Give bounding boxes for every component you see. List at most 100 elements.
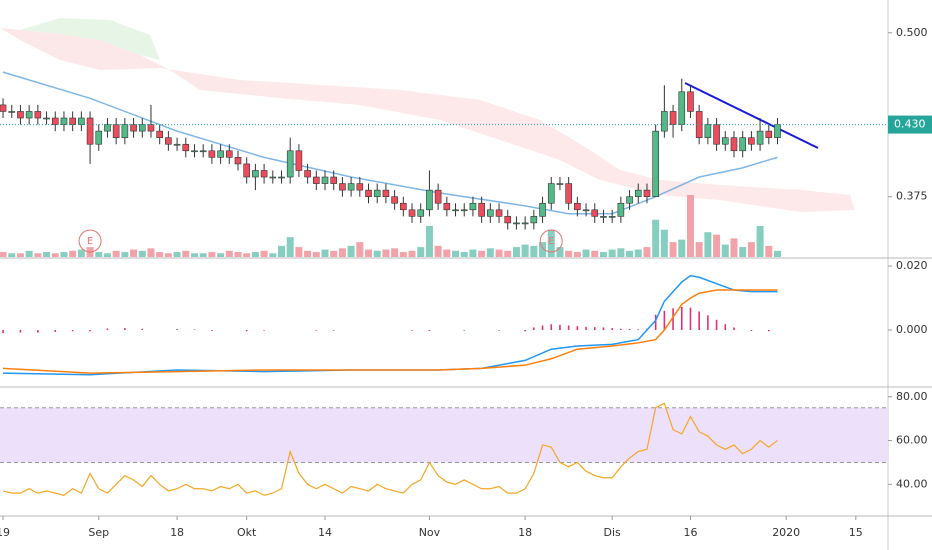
volume-bar	[182, 250, 190, 257]
rsi-band	[0, 407, 888, 463]
x-tick-label: Okt	[237, 526, 257, 539]
histogram-bar	[245, 330, 248, 332]
candle-body	[426, 189, 433, 211]
volume-bar	[556, 247, 564, 257]
y-tick-label: 0.000	[896, 323, 928, 336]
volume-bar	[547, 229, 555, 257]
last-price-box	[888, 115, 932, 134]
candle-body	[574, 202, 581, 211]
y-tick-label: 0.020	[896, 259, 928, 272]
candle-body	[687, 91, 694, 112]
volume-bar	[356, 242, 364, 257]
volume-bar	[330, 250, 338, 257]
volume-bar	[347, 245, 355, 257]
histogram-bar	[593, 327, 596, 331]
histogram-bar	[141, 328, 144, 331]
volume-bar	[269, 253, 277, 257]
volume-bar	[365, 249, 373, 257]
candle-body	[417, 209, 425, 217]
volume-bar	[190, 253, 198, 257]
volume-bar	[582, 249, 590, 257]
histogram-bar	[689, 307, 692, 331]
y-tick-label: 0.500	[896, 26, 928, 39]
volume-bar	[512, 247, 520, 257]
histogram-bar	[576, 326, 579, 331]
cloud-red	[0, 28, 855, 212]
candle-body	[678, 91, 686, 125]
y-tick-label: 80.00	[896, 390, 928, 403]
trend-line	[684, 82, 819, 149]
candle-body	[600, 216, 607, 218]
volume-bar	[243, 253, 251, 257]
candle-body	[626, 196, 633, 204]
y-tick-label: 60.00	[896, 434, 928, 447]
volume-bar	[147, 248, 155, 257]
volume-bar	[304, 250, 312, 257]
volume-bar	[530, 245, 538, 257]
histogram-bar	[628, 329, 631, 331]
candle-body	[69, 117, 76, 125]
volume-bar	[277, 245, 285, 257]
candle-body	[286, 150, 294, 178]
volume-bar	[25, 250, 33, 257]
histogram-bar	[733, 327, 735, 331]
histogram-bar	[315, 330, 318, 331]
histogram-bar	[750, 330, 753, 331]
volume-bar	[0, 252, 7, 257]
candle-body	[138, 124, 146, 132]
x-tick-label: 18	[170, 526, 184, 539]
histogram-bar	[680, 306, 683, 331]
volume-bar	[539, 242, 547, 257]
candle-body	[478, 202, 485, 217]
candle-body	[521, 222, 529, 225]
histogram-bar	[611, 328, 613, 331]
candle-body	[730, 137, 738, 152]
histogram-bar	[541, 325, 544, 331]
volume-bar	[634, 249, 642, 257]
candle-body	[617, 202, 625, 217]
volume-bar	[408, 250, 416, 257]
histogram-bar	[533, 327, 535, 331]
ichimoku-cloud	[0, 18, 855, 212]
volume-bar	[695, 242, 703, 257]
candle-body	[43, 117, 50, 120]
volume-bar	[565, 250, 573, 257]
candle-body	[321, 176, 329, 184]
volume-bar	[599, 252, 607, 257]
histogram-bar	[263, 330, 265, 331]
candle-body	[252, 170, 259, 178]
candle-body	[400, 202, 407, 211]
histogram-bar	[176, 329, 178, 331]
volume-bar	[121, 252, 129, 257]
volume-bar	[521, 244, 529, 257]
volume-bar	[199, 253, 207, 257]
candle-body	[17, 111, 24, 119]
histogram-bar	[124, 328, 126, 331]
candle-body	[774, 124, 781, 138]
event-marker-label: E	[548, 236, 554, 247]
volume-bar	[443, 249, 451, 257]
volume-bar	[260, 250, 268, 257]
volume-bar	[773, 250, 781, 257]
candle-body	[295, 150, 303, 171]
x-tick-label: Nov	[419, 526, 441, 539]
volume-bar	[312, 252, 320, 257]
volume-bar	[225, 250, 233, 257]
histogram-bar	[106, 328, 109, 331]
volume-bar	[156, 252, 164, 257]
candle-body	[278, 176, 285, 179]
y-tick-label: 0.375	[896, 190, 928, 203]
histogram-bar	[54, 330, 57, 332]
candle-body	[547, 183, 555, 204]
volume-bar	[660, 229, 668, 257]
candle-body	[243, 163, 250, 178]
volume-bar	[739, 247, 747, 257]
candle-body	[217, 150, 224, 158]
last-price-label: 0.430	[894, 118, 926, 131]
histogram-bar	[550, 324, 553, 331]
event-marker	[78, 229, 102, 253]
volume-bar	[8, 253, 16, 257]
volume-bar	[452, 250, 460, 257]
volume-bar	[173, 252, 181, 257]
candle-body	[748, 137, 755, 145]
